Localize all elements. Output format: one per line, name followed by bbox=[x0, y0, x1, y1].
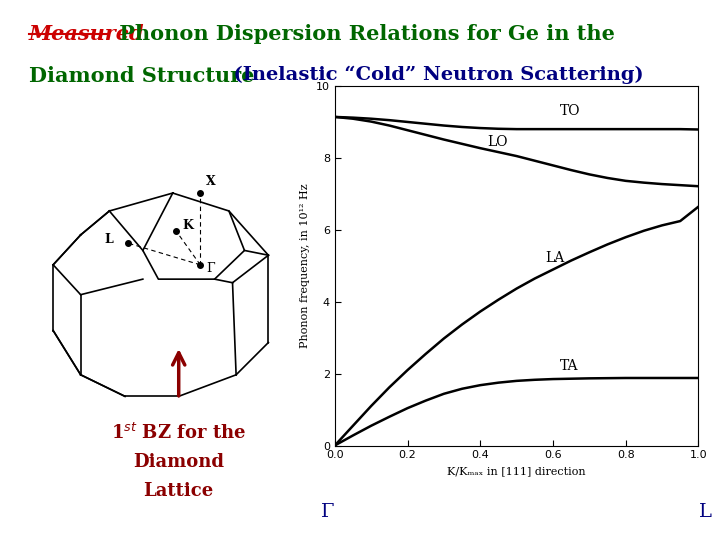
Text: Phonon Dispersion Relations for Ge in the: Phonon Dispersion Relations for Ge in th… bbox=[112, 24, 614, 44]
Text: Lattice: Lattice bbox=[143, 482, 214, 501]
Text: TO: TO bbox=[560, 104, 581, 118]
Text: Measured: Measured bbox=[29, 24, 145, 44]
Text: LA: LA bbox=[546, 251, 565, 265]
Text: K: K bbox=[182, 219, 193, 232]
Text: L: L bbox=[104, 233, 113, 246]
Text: X: X bbox=[206, 174, 216, 188]
Text: L: L bbox=[699, 503, 712, 521]
Text: Γ: Γ bbox=[206, 262, 215, 275]
Text: TA: TA bbox=[560, 359, 579, 373]
Text: LO: LO bbox=[487, 134, 508, 149]
Text: Diamond Structure: Diamond Structure bbox=[29, 66, 254, 86]
Text: (Inelastic “Cold” Neutron Scattering): (Inelastic “Cold” Neutron Scattering) bbox=[220, 66, 643, 84]
Y-axis label: Phonon frequency, in 10¹² Hz: Phonon frequency, in 10¹² Hz bbox=[300, 184, 310, 348]
Text: Diamond: Diamond bbox=[133, 453, 224, 470]
X-axis label: K/Kₘₐₓ in [111] direction: K/Kₘₐₓ in [111] direction bbox=[447, 466, 586, 476]
Text: 1$^{st}$ BZ for the: 1$^{st}$ BZ for the bbox=[111, 423, 246, 443]
Text: Γ: Γ bbox=[321, 503, 334, 521]
